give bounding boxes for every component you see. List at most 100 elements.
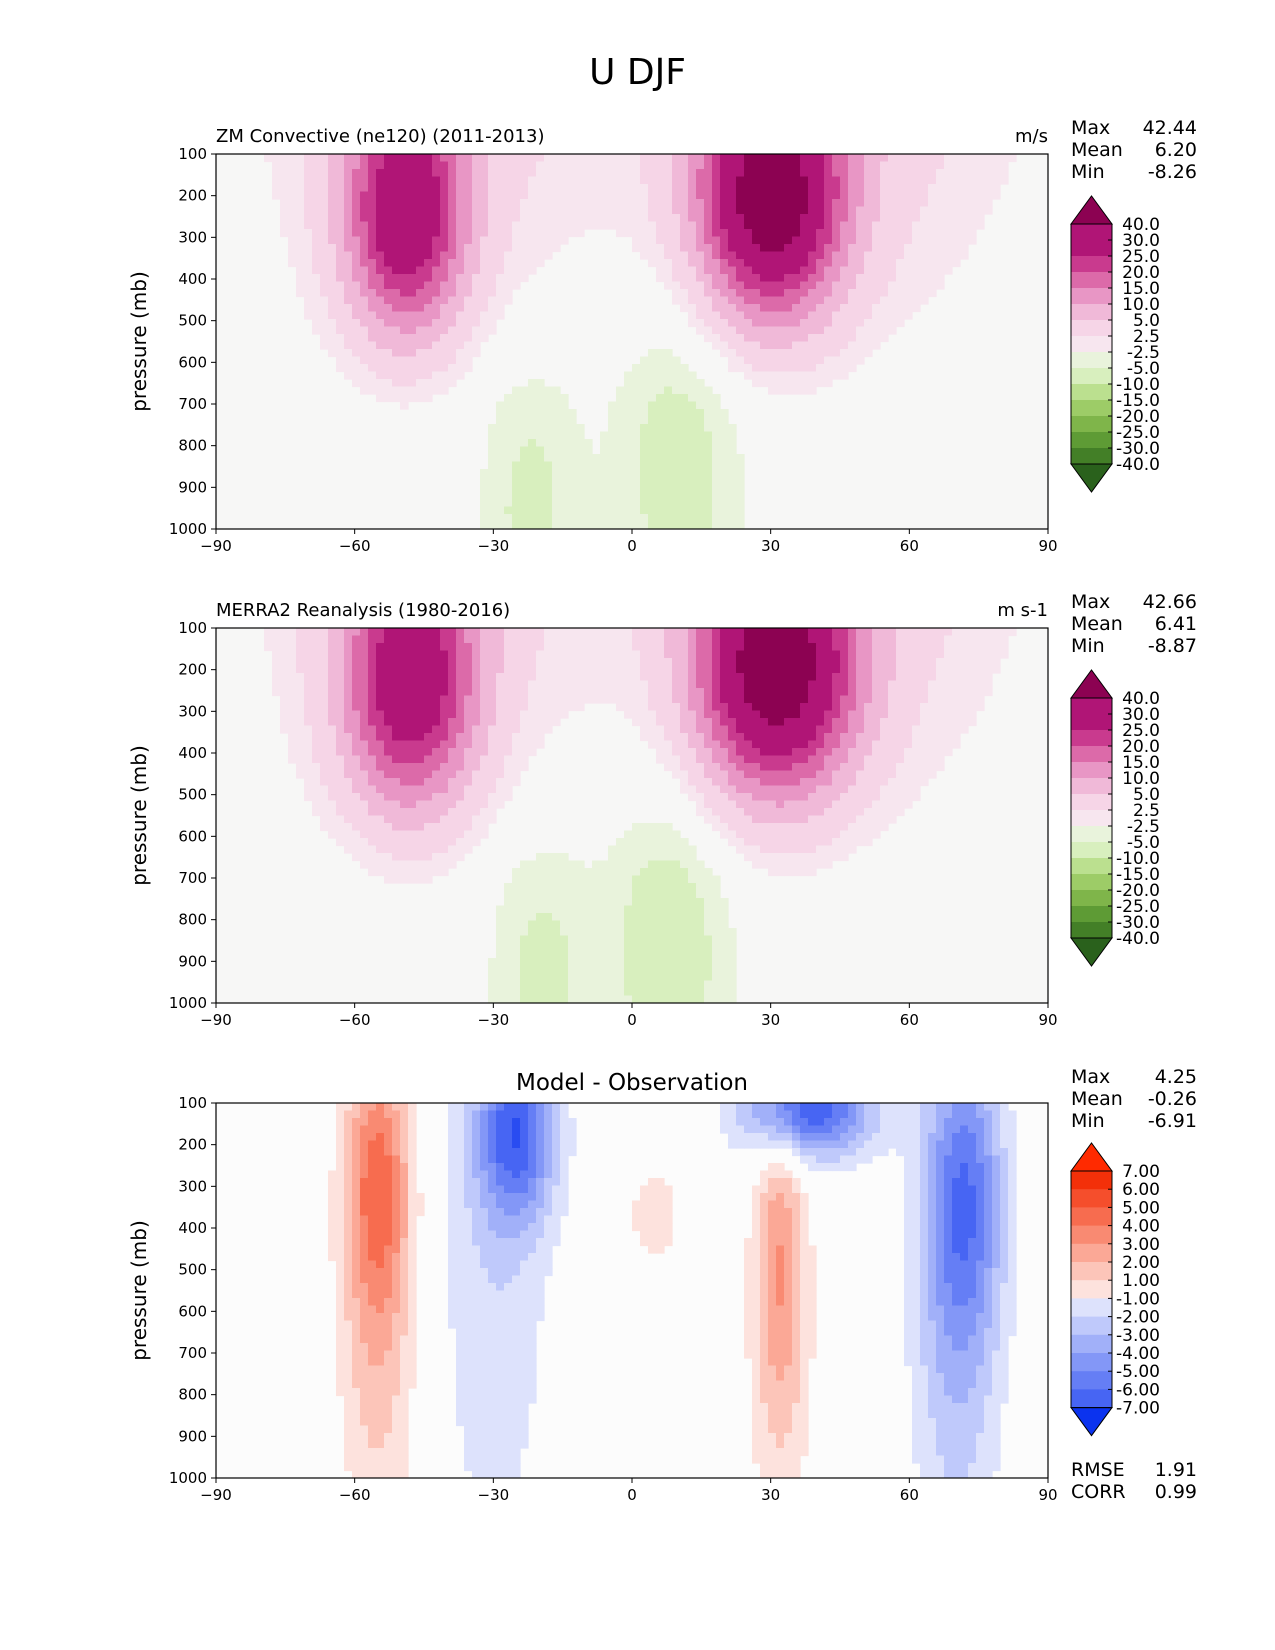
- field-cell: [688, 199, 697, 208]
- field-cell: [480, 296, 489, 305]
- field-cell: [632, 229, 641, 238]
- field-cell: [520, 439, 529, 448]
- field-cell: [680, 875, 689, 884]
- field-cell: [936, 259, 945, 268]
- field-cell: [432, 176, 441, 185]
- field-cell: [376, 748, 385, 757]
- field-cell: [440, 695, 449, 704]
- field-cell: [400, 229, 409, 238]
- field-cell: [528, 665, 537, 674]
- field-cell: [656, 424, 665, 433]
- x-tick-label: 30: [761, 537, 780, 555]
- field-cell: [496, 628, 505, 637]
- field-cell: [296, 191, 305, 200]
- field-cell: [352, 251, 361, 260]
- field-cell: [504, 995, 513, 1003]
- field-cell: [512, 665, 521, 674]
- field-cell: [512, 988, 521, 997]
- field-cell: [656, 236, 665, 245]
- field-cell: [912, 221, 921, 230]
- field-cell: [648, 853, 657, 862]
- field-cell: [800, 673, 809, 682]
- field-cell: [488, 740, 497, 749]
- field-cell: [880, 334, 889, 343]
- field-cell: [688, 943, 697, 952]
- field-cell: [920, 169, 929, 178]
- field-cell: [768, 214, 777, 223]
- x-tick-label: 90: [1038, 537, 1057, 555]
- field-cell: [808, 214, 817, 223]
- field-cell: [576, 995, 585, 1003]
- field-cell: [752, 184, 761, 193]
- field-cell: [496, 650, 505, 659]
- field-cell: [552, 439, 561, 448]
- field-cell: [400, 401, 409, 410]
- field-cell: [896, 176, 905, 185]
- field-cell: [456, 703, 465, 712]
- field-cell: [512, 905, 521, 914]
- field-cell: [888, 236, 897, 245]
- field-cell: [712, 770, 721, 779]
- field-cell: [488, 431, 497, 440]
- field-cell: [800, 838, 809, 847]
- field-cell: [624, 965, 633, 974]
- field-cell: [408, 643, 417, 652]
- field-cell: [544, 658, 553, 667]
- field-cell: [688, 386, 697, 395]
- field-cell: [496, 244, 505, 253]
- field-cell: [576, 229, 585, 238]
- field-cell: [984, 184, 993, 193]
- field-cell: [288, 643, 297, 652]
- field-cell: [760, 763, 769, 772]
- field-cell: [320, 214, 329, 223]
- field-cell: [688, 935, 697, 944]
- field-cell: [816, 206, 825, 215]
- field-cell: [688, 476, 697, 485]
- field-cell: [504, 416, 513, 425]
- field-cell: [328, 154, 337, 163]
- field-cell: [480, 506, 489, 515]
- field-cell: [736, 469, 745, 478]
- field-cell: [392, 154, 401, 163]
- field-cell: [464, 658, 473, 667]
- field-cell: [504, 229, 513, 238]
- field-cell: [440, 710, 449, 719]
- field-cell: [656, 484, 665, 493]
- field-cell: [520, 416, 529, 425]
- field-cell: [792, 214, 801, 223]
- field-cell: [680, 214, 689, 223]
- field-cell: [384, 274, 393, 283]
- field-cell: [400, 635, 409, 644]
- field-cell: [720, 506, 729, 515]
- field-cell: [440, 176, 449, 185]
- field-cell: [424, 718, 433, 727]
- field-cell: [640, 920, 649, 929]
- field-cell: [736, 635, 745, 644]
- field-cell: [640, 935, 649, 944]
- field-cell: [672, 935, 681, 944]
- field-cell: [512, 650, 521, 659]
- field-cell: [360, 748, 369, 757]
- field-cell: [704, 958, 713, 967]
- field-cell: [296, 274, 305, 283]
- field-cell: [784, 635, 793, 644]
- field-cell: [696, 958, 705, 967]
- field-cell: [304, 161, 313, 170]
- field-cell: [880, 274, 889, 283]
- field-cell: [296, 665, 305, 674]
- field-cell: [808, 184, 817, 193]
- field-cell: [800, 236, 809, 245]
- field-cell: [496, 491, 505, 500]
- field-cell: [720, 236, 729, 245]
- field-cell: [672, 868, 681, 877]
- field-cell: [704, 416, 713, 425]
- field-cell: [536, 868, 545, 877]
- field-cell: [944, 236, 953, 245]
- field-cell: [960, 191, 969, 200]
- field-cell: [704, 319, 713, 328]
- field-cell: [928, 154, 937, 163]
- field-cell: [320, 800, 329, 809]
- field-cell: [408, 860, 417, 869]
- field-cell: [672, 650, 681, 659]
- field-cell: [312, 206, 321, 215]
